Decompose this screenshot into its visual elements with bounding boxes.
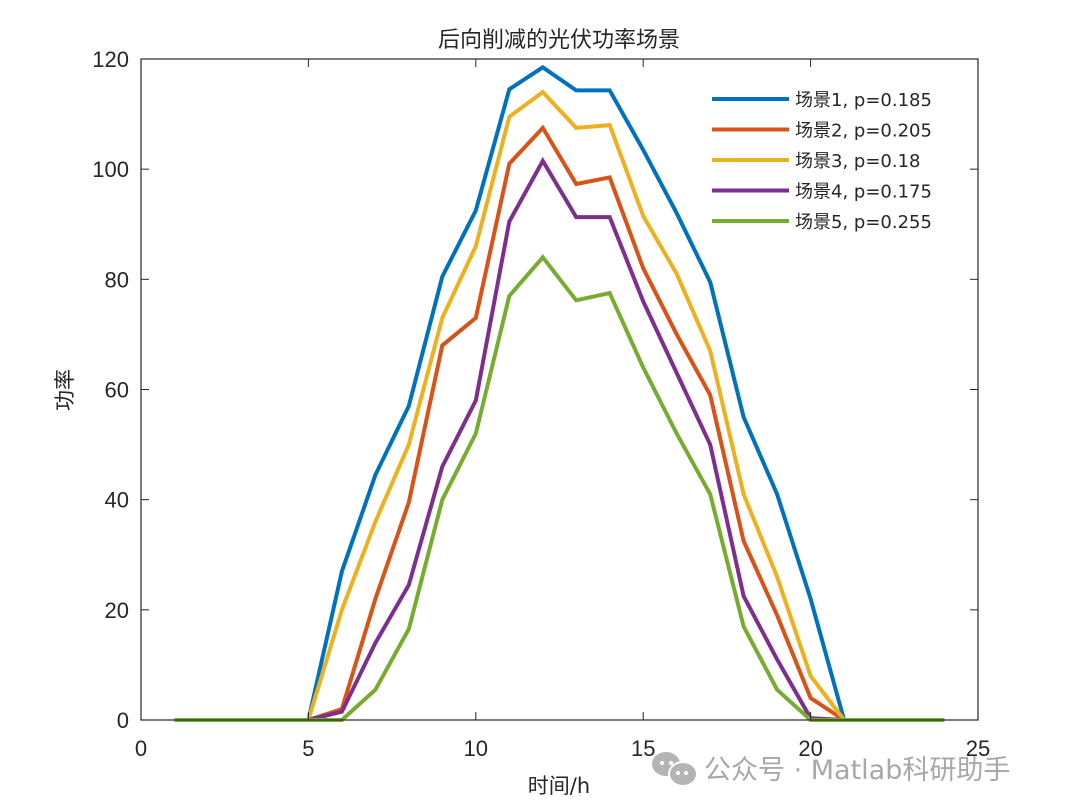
watermark: 公众号 · Matlab科研助手 bbox=[652, 748, 1010, 787]
wechat-icon bbox=[652, 751, 698, 787]
legend-label-4: 场景4, p=0.175 bbox=[795, 182, 932, 203]
x-tick-label: 10 bbox=[464, 736, 488, 761]
x-tick-label: 0 bbox=[135, 736, 147, 761]
watermark-text: 公众号 · Matlab科研助手 bbox=[704, 755, 1011, 786]
chart-title: 后向削减的光伏功率场景 bbox=[438, 28, 680, 53]
y-tick-label: 20 bbox=[105, 598, 129, 623]
y-tick-label: 80 bbox=[105, 267, 129, 292]
legend: 场景1, p=0.185 场景2, p=0.205 场景3, p=0.18 场景4, … bbox=[712, 90, 932, 233]
x-tick-label: 5 bbox=[302, 736, 314, 761]
legend-label-5: 场景5, p=0.255 bbox=[795, 212, 932, 233]
legend-label-2: 场景2, p=0.205 bbox=[795, 121, 932, 142]
series-line-4 bbox=[174, 156, 945, 722]
x-axis-label: 时间/h bbox=[528, 774, 590, 798]
x-tick-label: 25 bbox=[966, 736, 990, 761]
y-tick-label: 100 bbox=[92, 157, 129, 182]
y-tick-label: 0 bbox=[117, 708, 129, 733]
legend-label-3: 场景3, p=0.18 bbox=[795, 151, 920, 172]
x-tick-label: 20 bbox=[798, 736, 822, 761]
x-axis-ticks: 0 5 10 15 20 25 bbox=[135, 59, 990, 761]
y-tick-label: 120 bbox=[92, 47, 129, 72]
legend-label-1: 场景1, p=0.185 bbox=[795, 90, 932, 111]
y-tick-label: 40 bbox=[105, 488, 129, 513]
y-axis-label: 功率 bbox=[53, 369, 77, 411]
y-tick-label: 60 bbox=[105, 378, 129, 403]
series-line-5 bbox=[174, 254, 945, 722]
x-tick-label: 15 bbox=[631, 736, 655, 761]
y-axis-ticks: 0 20 40 60 80 100 120 bbox=[92, 47, 978, 733]
